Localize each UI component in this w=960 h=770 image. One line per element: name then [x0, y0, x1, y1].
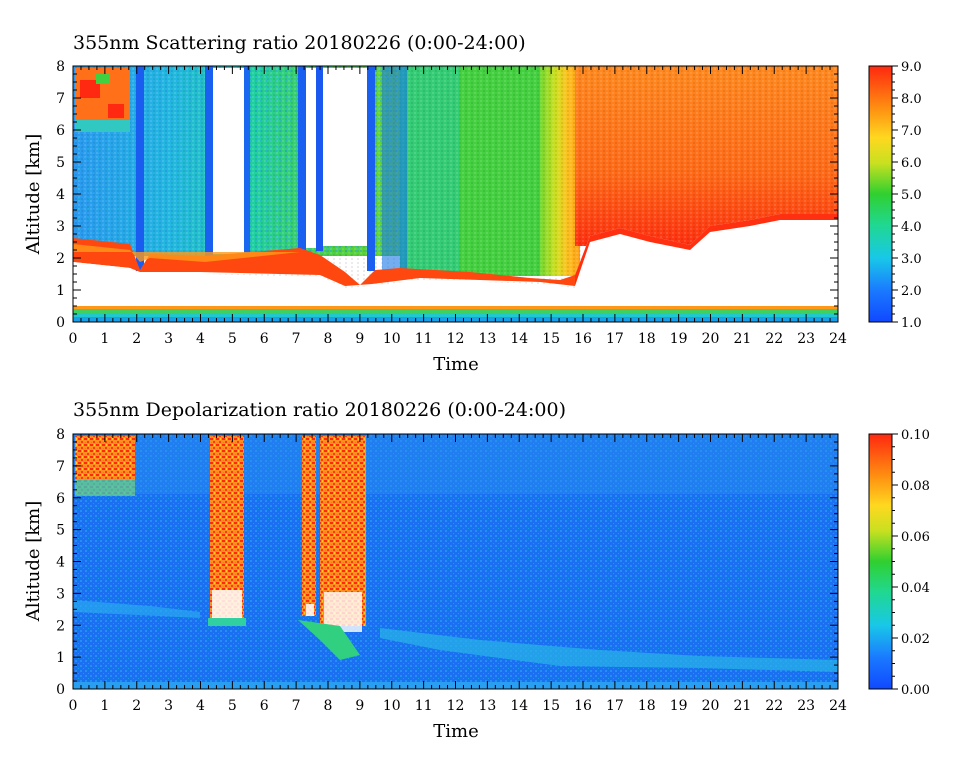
x-tick-label: 3 — [164, 331, 173, 347]
scattering-heatmap — [73, 66, 838, 322]
x-tick-label: 19 — [670, 698, 688, 714]
x-tick-label: 4 — [196, 698, 205, 714]
x-tick-label: 18 — [638, 331, 656, 347]
panel-2-title: 355nm Depolarization ratio 20180226 (0:0… — [73, 399, 566, 421]
panel-2-axes: 0 1 2 3 4 5 6 7 8 9 10 11 12 13 14 15 16 17 18 19 20 21 22 23 24… — [56, 427, 847, 714]
colorbar-tick-label: 0.02 — [901, 632, 930, 647]
x-tick-label: 17 — [606, 698, 624, 714]
x-tick-label: 22 — [765, 331, 783, 347]
x-tick-label: 10 — [383, 331, 401, 347]
colorbar-tick-label: 0.10 — [901, 428, 930, 443]
x-tick-label: 14 — [510, 331, 528, 347]
colorbar-tick-label: 0.08 — [901, 479, 930, 494]
x-tick-label: 0 — [69, 698, 78, 714]
x-tick-label: 0 — [69, 331, 78, 347]
x-tick-label: 6 — [260, 698, 269, 714]
y-tick-label: 1 — [56, 283, 65, 299]
x-tick-label: 21 — [733, 698, 751, 714]
panel-2-colorbar-ticks: 0.00 0.02 0.04 0.06 0.08 0.10 — [892, 428, 930, 698]
x-tick-label: 9 — [355, 698, 364, 714]
x-tick-label: 12 — [447, 331, 465, 347]
x-tick-label: 1 — [100, 698, 109, 714]
colorbar-tick-label: 3.0 — [901, 252, 922, 267]
x-tick-label: 7 — [292, 698, 301, 714]
y-tick-label: 1 — [56, 650, 65, 666]
y-tick-label: 5 — [56, 523, 65, 539]
x-tick-label: 7 — [292, 331, 301, 347]
x-tick-label: 16 — [574, 698, 592, 714]
x-tick-label: 17 — [606, 331, 624, 347]
x-tick-label: 11 — [415, 698, 433, 714]
x-tick-label: 10 — [383, 698, 401, 714]
x-tick-label: 20 — [702, 698, 720, 714]
y-tick-label: 0 — [56, 682, 65, 698]
panel-1-xlabel: Time — [433, 354, 478, 375]
colorbar-tick-label: 8.0 — [901, 92, 922, 107]
x-tick-label: 20 — [702, 331, 720, 347]
colorbar-tick-label: 9.0 — [901, 60, 922, 75]
y-tick-label: 3 — [56, 586, 65, 602]
colorbar-tick-label: 1.0 — [901, 316, 922, 331]
x-tick-label: 8 — [324, 331, 333, 347]
x-tick-label: 2 — [132, 698, 141, 714]
x-tick-label: 24 — [829, 698, 847, 714]
x-tick-label: 18 — [638, 698, 656, 714]
x-tick-label: 21 — [733, 331, 751, 347]
colorbar-tick-label: 2.0 — [901, 284, 922, 299]
x-tick-label: 16 — [574, 331, 592, 347]
y-tick-label: 0 — [56, 315, 65, 331]
x-tick-label: 4 — [196, 331, 205, 347]
y-tick-label: 4 — [56, 187, 65, 203]
y-tick-label: 3 — [56, 219, 65, 235]
colorbar-tick-label: 0.06 — [901, 530, 930, 545]
y-tick-label: 2 — [56, 618, 65, 634]
x-tick-label: 1 — [100, 331, 109, 347]
panel-1-colorbar — [869, 66, 892, 322]
x-tick-label: 15 — [542, 331, 560, 347]
colorbar-tick-label: 6.0 — [901, 156, 922, 171]
panel-1-ylabel: Altitude [km] — [23, 134, 44, 256]
x-tick-label: 8 — [324, 698, 333, 714]
x-tick-label: 13 — [478, 331, 496, 347]
colorbar-tick-label: 0.00 — [901, 683, 930, 698]
x-tick-label: 23 — [797, 698, 815, 714]
x-tick-label: 11 — [415, 331, 433, 347]
x-tick-label: 6 — [260, 331, 269, 347]
colorbar-tick-label: 5.0 — [901, 188, 922, 203]
y-tick-label: 6 — [56, 123, 65, 139]
x-tick-label: 9 — [355, 331, 364, 347]
panel-1-title: 355nm Scattering ratio 20180226 (0:00-24… — [73, 32, 526, 54]
y-tick-label: 7 — [56, 91, 65, 107]
y-tick-label: 8 — [56, 427, 65, 443]
panel-2-colorbar — [869, 434, 892, 689]
x-tick-label: 24 — [829, 331, 847, 347]
y-tick-label: 2 — [56, 251, 65, 267]
y-tick-label: 4 — [56, 555, 65, 571]
y-tick-label: 7 — [56, 459, 65, 475]
x-tick-label: 14 — [510, 698, 528, 714]
panel-2-ylabel: Altitude [km] — [23, 501, 44, 623]
colorbar-tick-label: 4.0 — [901, 220, 922, 235]
x-tick-label: 5 — [228, 331, 237, 347]
y-tick-label: 5 — [56, 155, 65, 171]
y-tick-label: 8 — [56, 59, 65, 75]
x-tick-label: 2 — [132, 331, 141, 347]
panel-1-colorbar-ticks: 1.0 2.0 3.0 4.0 5.0 6.0 7.0 8.0 9.0 — [892, 60, 922, 331]
x-tick-label: 12 — [447, 698, 465, 714]
x-tick-label: 19 — [670, 331, 688, 347]
panel-2-xlabel: Time — [433, 721, 478, 742]
x-tick-label: 22 — [765, 698, 783, 714]
x-tick-label: 23 — [797, 331, 815, 347]
x-tick-label: 3 — [164, 698, 173, 714]
panel-1-axes: 0 1 2 3 4 5 6 7 8 9 10 11 12 13 14 15 16 17 18 19 20 21 22 23 24… — [56, 59, 847, 347]
y-tick-label: 6 — [56, 491, 65, 507]
x-tick-label: 13 — [478, 698, 496, 714]
depolarization-heatmap — [73, 434, 838, 689]
colorbar-tick-label: 0.04 — [901, 581, 930, 596]
x-tick-label: 5 — [228, 698, 237, 714]
x-tick-label: 15 — [542, 698, 560, 714]
colorbar-tick-label: 7.0 — [901, 124, 922, 139]
